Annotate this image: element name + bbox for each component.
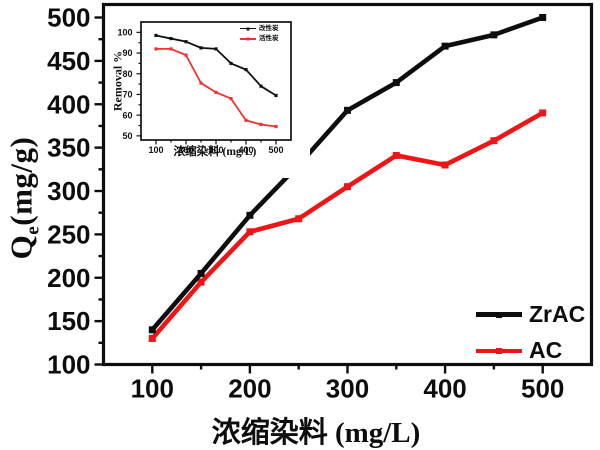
svg-text:500: 500 [521, 373, 564, 403]
inset-x-axis-label: 浓缩染料 (mg/L) [173, 146, 257, 158]
svg-text:100: 100 [117, 28, 132, 38]
zrac-line-sample [476, 311, 522, 318]
inset-legend: 改性炭 活性炭 [240, 25, 279, 42]
inset-legend-entry-activated-carbon: 活性炭 [240, 35, 279, 42]
main-x-axis-label: 浓缩染料 (mg/L) [211, 417, 421, 449]
inset-y-axis-label: Removal % [110, 50, 125, 112]
main-y-axis-label: Qe(mg/g) [3, 137, 44, 260]
svg-text:100: 100 [131, 373, 174, 403]
svg-text:200: 200 [47, 263, 90, 293]
ylabel-subscript: e [22, 225, 44, 235]
svg-text:200: 200 [178, 145, 193, 155]
svg-text:60: 60 [122, 110, 132, 120]
legend-label-zrac: ZrAC [529, 301, 586, 327]
inset-legend-label-modified-carbon: 改性炭 [259, 25, 279, 32]
inset-chart: 100 200 300 400 500 50 60 70 80 90 100 Removal % 浓… [110, 8, 310, 178]
modified-carbon-line-sample [240, 27, 256, 31]
svg-text:90: 90 [122, 48, 132, 58]
activated-carbon-marker-icon [246, 37, 250, 41]
svg-text:300: 300 [47, 176, 90, 206]
modified-carbon-marker-icon [246, 27, 250, 31]
activated-carbon-line-sample [240, 37, 256, 41]
ac-line-sample [476, 347, 522, 354]
svg-text:500: 500 [47, 3, 90, 33]
svg-text:400: 400 [423, 373, 466, 403]
svg-text:300: 300 [208, 145, 223, 155]
svg-text:300: 300 [326, 373, 369, 403]
svg-text:100: 100 [47, 350, 90, 380]
legend-label-ac: AC [529, 337, 563, 364]
ac-marker-icon [496, 347, 502, 354]
svg-text:200: 200 [228, 373, 271, 403]
svg-text:250: 250 [47, 219, 90, 249]
inset-chart-plot: 100 200 300 400 500 50 60 70 80 90 100 [117, 21, 292, 155]
svg-text:50: 50 [122, 131, 132, 141]
legend-entry-zrac: ZrAC [476, 301, 586, 327]
svg-text:450: 450 [47, 46, 90, 76]
ylabel-base: Q [3, 234, 39, 260]
inset-legend-label-activated-carbon: 活性炭 [259, 35, 279, 43]
svg-text:150: 150 [47, 306, 90, 336]
zrac-marker-icon [496, 311, 502, 318]
ylabel-units: (mg/g) [3, 136, 39, 226]
main-legend: ZrAC AC [476, 301, 586, 364]
svg-text:500: 500 [268, 145, 283, 155]
inset-legend-entry-modified-carbon: 改性炭 [240, 25, 279, 32]
svg-text:100: 100 [148, 145, 163, 155]
svg-text:70: 70 [122, 90, 132, 100]
svg-text:80: 80 [122, 69, 132, 79]
svg-text:400: 400 [47, 89, 90, 119]
svg-text:350: 350 [47, 133, 90, 163]
legend-entry-ac: AC [476, 337, 585, 364]
svg-text:400: 400 [238, 145, 253, 155]
